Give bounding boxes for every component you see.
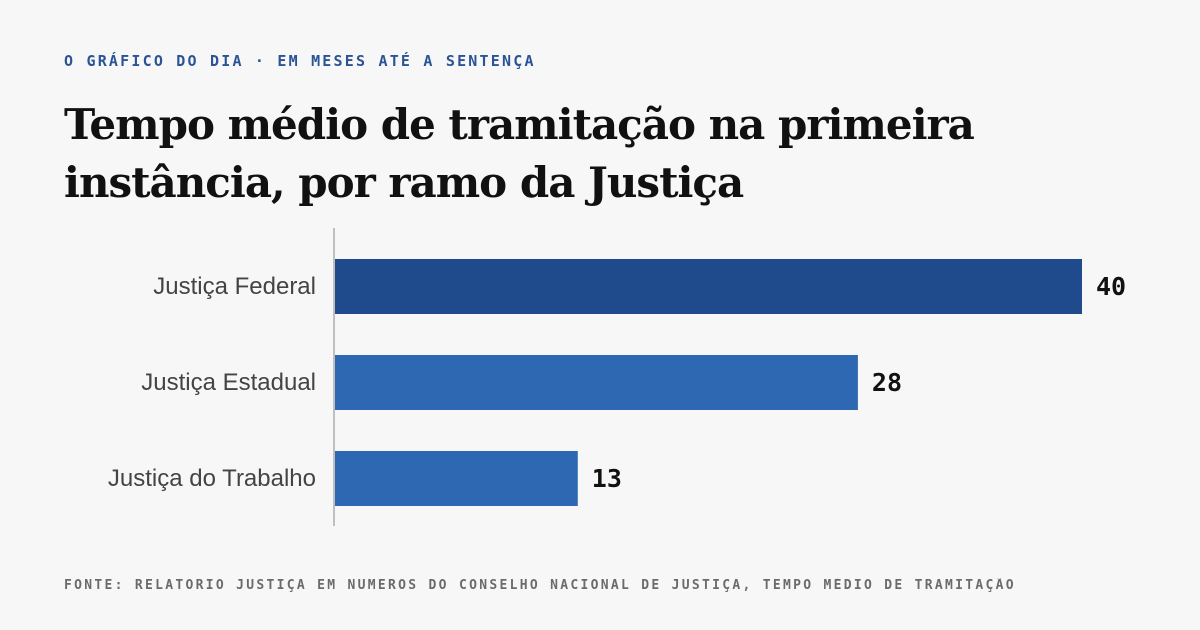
bar bbox=[335, 451, 578, 506]
chart-title: Tempo médio de tramitação na primeira ins… bbox=[64, 96, 1064, 212]
bar bbox=[335, 355, 858, 410]
chart-kicker: O GRÁFICO DO DIA · EM MESES ATÉ A SENTEN… bbox=[64, 52, 536, 70]
value-label: 40 bbox=[1096, 272, 1126, 301]
title-line-2: instância, por ramo da Justiça bbox=[64, 158, 744, 207]
category-label: Justiça Estadual bbox=[141, 369, 316, 396]
category-label: Justiça do Trabalho bbox=[108, 465, 316, 492]
bar bbox=[335, 259, 1082, 314]
source-note: FONTE: RELATÓRIO JUSTIÇA EM NÚMEROS DO C… bbox=[64, 578, 1016, 593]
category-label: Justiça Federal bbox=[153, 273, 316, 300]
title-line-1: Tempo médio de tramitação na primeira bbox=[64, 100, 975, 149]
value-label: 28 bbox=[872, 368, 902, 397]
value-label: 13 bbox=[592, 464, 622, 493]
